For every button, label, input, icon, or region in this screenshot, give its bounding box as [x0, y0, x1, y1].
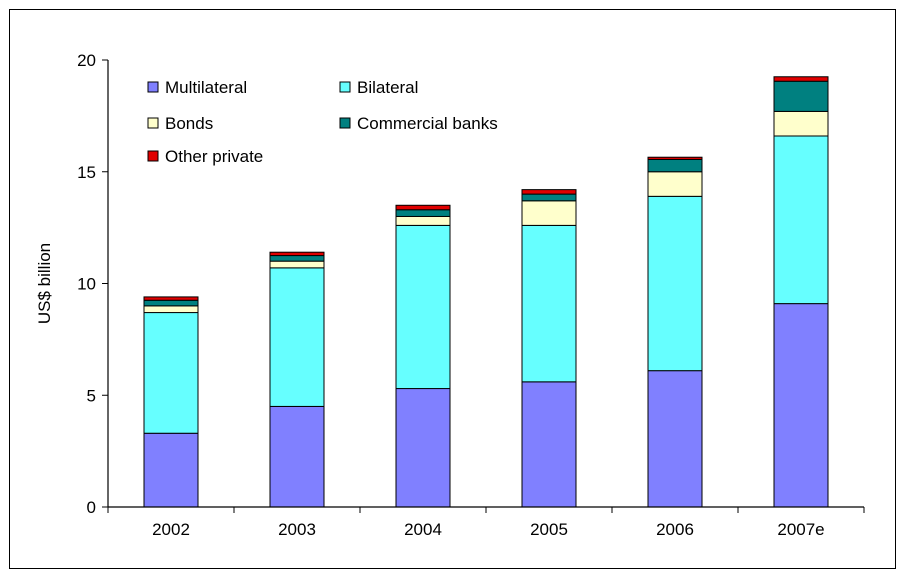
bar-segment-bonds-2004 [395, 215, 451, 226]
bar-segment-multilateral-2003 [269, 405, 325, 508]
bar-segment-bilateral-2005 [521, 224, 577, 383]
bar-segment-other-private-2002 [143, 296, 199, 301]
bars-layer [143, 76, 829, 508]
bar-segment-bilateral-2002 [143, 312, 199, 434]
bar-segment-other-private-2006 [647, 156, 703, 160]
axes-layer: 2002 2003 2004 2005 2006 2007e 0 5 10 15 20 [77, 51, 865, 539]
bar-segment-commercial-banks-2005 [521, 193, 577, 202]
bar-segment-commercial-banks-2002 [143, 299, 199, 307]
bar-segment-multilateral-2005 [521, 381, 577, 508]
x-tick-label-2004: 2004 [404, 520, 442, 539]
bar-segment-commercial-banks-2007e [773, 80, 829, 112]
bar-segment-multilateral-2004 [395, 388, 451, 508]
y-tick-label-5: 5 [87, 386, 96, 405]
bar-segment-commercial-banks-2003 [269, 255, 325, 262]
legend-label-other-private: Other private [165, 147, 263, 166]
bar-segment-bonds-2006 [647, 171, 703, 197]
x-tick-label-2007e: 2007e [777, 520, 824, 539]
bar-segment-multilateral-2007e [773, 303, 829, 508]
legend-label-bonds: Bonds [165, 114, 213, 133]
bar-segment-bilateral-2004 [395, 224, 451, 390]
bar-segment-bonds-2002 [143, 305, 199, 314]
bar-segment-commercial-banks-2006 [647, 158, 703, 173]
bar-segment-multilateral-2006 [647, 370, 703, 508]
bar-segment-bilateral-2003 [269, 267, 325, 407]
legend-swatch-bilateral [339, 81, 351, 93]
x-tick-label-2006: 2006 [656, 520, 694, 539]
legend: Multilateral Bilateral Bonds Commercial ban… [147, 78, 498, 166]
bar-segment-multilateral-2002 [143, 432, 199, 508]
y-tick-label-10: 10 [77, 275, 96, 294]
y-tick-label-20: 20 [77, 51, 96, 70]
bar-segment-bilateral-2007e [773, 135, 829, 305]
legend-label-commercial-banks: Commercial banks [357, 114, 498, 133]
legend-swatch-other-private [147, 150, 159, 162]
bar-segment-bonds-2005 [521, 200, 577, 226]
y-tick-label-0: 0 [87, 498, 96, 517]
y-tick-label-15: 15 [77, 163, 96, 182]
bar-segment-other-private-2005 [521, 189, 577, 195]
legend-swatch-bonds [147, 117, 159, 129]
bar-segment-other-private-2007e [773, 76, 829, 82]
legend-label-bilateral: Bilateral [357, 78, 418, 97]
x-tick-label-2003: 2003 [278, 520, 316, 539]
bar-segment-other-private-2003 [269, 251, 325, 257]
legend-swatch-commercial-banks [339, 117, 351, 129]
bar-segment-bonds-2003 [269, 260, 325, 269]
x-tick-label-2002: 2002 [152, 520, 190, 539]
legend-swatch-multilateral [147, 81, 159, 93]
legend-label-multilateral: Multilateral [165, 78, 247, 97]
bar-segment-bonds-2007e [773, 110, 829, 137]
x-tick-label-2005: 2005 [530, 520, 568, 539]
bar-segment-other-private-2004 [395, 204, 451, 211]
y-axis-title: US$ billion [35, 243, 54, 324]
bar-segment-commercial-banks-2004 [395, 209, 451, 217]
bar-segment-bilateral-2006 [647, 195, 703, 372]
